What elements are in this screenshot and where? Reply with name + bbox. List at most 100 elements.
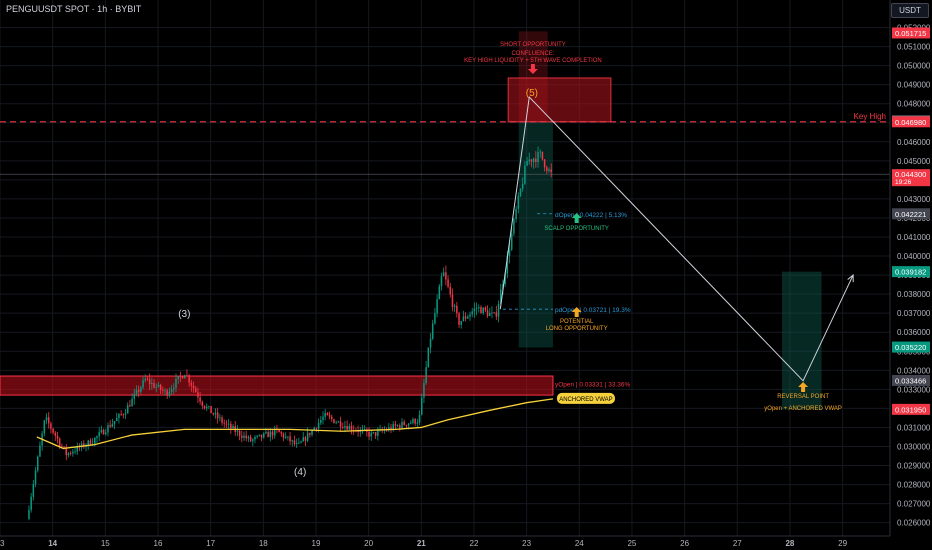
current-price-countdown: 19:26 (895, 179, 912, 186)
candle-body (179, 376, 182, 377)
candle-body (243, 435, 245, 438)
candle-body (140, 387, 142, 392)
y-tick-label: 0.027000 (897, 500, 931, 509)
candle-body (54, 432, 57, 436)
candle-body (335, 422, 337, 424)
candle-body (265, 432, 267, 434)
candle-body (491, 312, 493, 314)
y-tick-label: 0.049000 (897, 81, 931, 90)
x-tick-label: 19 (312, 539, 321, 548)
candle-body (311, 429, 313, 435)
candle-body (245, 435, 247, 439)
candle-body (137, 389, 140, 392)
level-label-pdOpen: pdOpen | 0.03721 | 19.3% (555, 307, 631, 314)
candle-body (32, 483, 35, 497)
price-label-background (892, 403, 930, 415)
candle-body (546, 167, 548, 171)
candle-body (100, 429, 103, 433)
candle-body (159, 384, 162, 390)
candle-body (484, 307, 487, 311)
candle-body (131, 398, 133, 407)
candle-body (194, 388, 197, 393)
candle-body (186, 375, 188, 377)
candle-body (458, 313, 460, 325)
candle-body (431, 323, 434, 339)
candle-body (216, 412, 219, 419)
candle-body (495, 312, 498, 317)
candle-body (142, 380, 144, 388)
candle-body (440, 276, 443, 287)
y-tick-label: 0.033000 (897, 385, 931, 394)
y-tick-label: 0.026000 (897, 519, 931, 528)
candle-body (295, 443, 298, 444)
y-tick-label: 0.045000 (897, 157, 931, 166)
price-label-background (892, 374, 930, 386)
x-tick-label: 23 (522, 539, 531, 548)
candle-body (282, 433, 285, 438)
candle-body (98, 432, 100, 437)
price-label-background (892, 27, 930, 39)
candle-body (76, 446, 79, 452)
x-tick-label: 22 (470, 539, 479, 548)
y-tick-label: 0.028000 (897, 481, 931, 490)
vwap-tag-background (556, 392, 615, 404)
candle-body (289, 436, 291, 442)
candle-body (197, 392, 199, 398)
candle-body (464, 316, 467, 319)
candle-body (438, 286, 441, 300)
candle-body (188, 375, 190, 383)
candle-body (256, 435, 258, 437)
candle-body (135, 389, 138, 394)
candle-body (214, 412, 217, 415)
candle-body (129, 405, 131, 407)
candle-body (350, 425, 353, 431)
reversal-arrow-up (798, 382, 809, 392)
x-tick-label: 17 (206, 539, 215, 548)
candle-body (390, 427, 392, 430)
y-tick-label: 0.043000 (897, 195, 931, 204)
price-label: 0.031950 (895, 405, 926, 414)
candle-body (47, 417, 50, 424)
candle-body (449, 286, 452, 295)
x-tick-label: 27 (733, 539, 742, 548)
x-tick-label: 14 (48, 539, 57, 548)
x-tick-label: 16 (154, 539, 163, 548)
candle-body (203, 405, 206, 409)
candle-body (271, 431, 274, 436)
candle-body (28, 509, 30, 519)
candle-body (262, 433, 265, 438)
candle-body (383, 430, 386, 431)
candle-body (447, 279, 449, 287)
candle-body (300, 441, 302, 443)
candle-body (212, 413, 215, 415)
candle-body (284, 436, 287, 438)
candle-body (181, 376, 184, 379)
x-tick-label: 28 (785, 539, 794, 548)
candle-body (532, 158, 535, 162)
price-label: 0.033466 (895, 376, 926, 385)
x-tick-label: 25 (627, 539, 636, 548)
y-tick-label: 0.050000 (897, 62, 931, 71)
candle-body (109, 425, 111, 427)
candle-body (45, 417, 48, 421)
candle-body (247, 436, 250, 439)
candle-body (232, 425, 234, 429)
symbol-header[interactable]: PENGUUSDT SPOT · 1h · BYBIT (6, 4, 142, 14)
candle-body (164, 390, 166, 392)
candle-body (168, 391, 171, 396)
reversal-point-label: REVERSAL POINT (777, 394, 829, 400)
candle-body (401, 421, 403, 428)
candle-body (368, 431, 370, 437)
candle-body (102, 429, 105, 435)
candle-body (113, 421, 116, 424)
candle-body (504, 273, 506, 284)
candle-body (471, 311, 473, 315)
candle-body (519, 188, 522, 196)
candle-body (499, 289, 502, 304)
candle-body (201, 401, 204, 406)
candle-body (124, 413, 127, 416)
currency-selector[interactable]: USDT (891, 3, 929, 18)
candle-body (475, 308, 478, 309)
projection-arrow-head (847, 274, 854, 283)
